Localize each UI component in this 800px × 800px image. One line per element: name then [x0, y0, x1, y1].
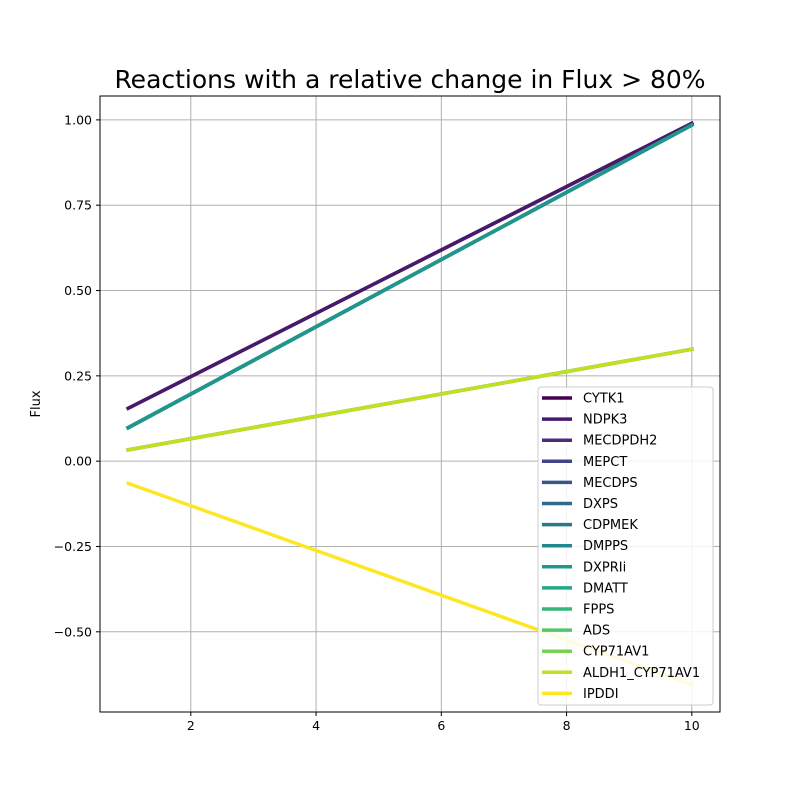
- legend-label-dmpps: DMPPS: [583, 539, 628, 554]
- legend-label-mepct: MEPCT: [583, 455, 627, 470]
- y-tick-label: 0.25: [64, 368, 92, 383]
- legend-label-ads: ADS: [583, 624, 610, 639]
- y-tick-label: 0.00: [64, 454, 92, 469]
- legend-label-ndpk3: NDPK3: [583, 413, 627, 428]
- legend-label-cdpmek: CDPMEK: [583, 518, 638, 533]
- plot-frame: [99, 95, 721, 713]
- series-line-dxprii: [125, 122, 695, 431]
- y-tick-label: 0.75: [64, 198, 92, 213]
- legend-label-aldh1-cyp71av1: ALDH1_CYP71AV1: [583, 666, 700, 681]
- legend-box: [537, 386, 714, 706]
- legend: CYTK1 NDPK3 MECDPDH2 MEPCT MECDPS DXPS CDPMEK D…: [537, 386, 714, 706]
- x-tick-label: 8: [563, 718, 571, 733]
- y-tick-label: 1.00: [64, 112, 92, 127]
- legend-label-mecdpdh2: MECDPDH2: [583, 434, 657, 449]
- x-axis-ticks: 2 4 6 8 10: [187, 712, 700, 733]
- legend-label-cyp71av1: CYP71AV1: [583, 645, 649, 660]
- legend-label-fpps: FPPS: [583, 603, 614, 618]
- legend-label-ipddi: IPDDI: [583, 687, 619, 702]
- y-axis-label: Flux: [29, 390, 44, 417]
- x-tick-label: 4: [312, 718, 320, 733]
- series-line-aldh1-cyp71av1: [126, 347, 694, 452]
- y-tick-label: −0.50: [54, 624, 92, 639]
- series-line-ndpk3: [125, 120, 695, 411]
- x-tick-label: 10: [684, 718, 700, 733]
- legend-label-dxprii: DXPRIi: [583, 560, 626, 575]
- y-axis-ticks: −0.50 −0.25 0.00 0.25 0.50 0.75 1.00: [54, 112, 100, 639]
- legend-label-cytk1: CYTK1: [583, 392, 625, 407]
- legend-label-dmatt: DMATT: [583, 581, 628, 596]
- legend-label-dxps: DXPS: [583, 497, 618, 512]
- x-tick-label: 6: [437, 718, 445, 733]
- y-tick-label: −0.25: [54, 539, 92, 554]
- legend-label-mecdps: MECDPS: [583, 476, 638, 491]
- y-tick-label: 0.50: [64, 283, 92, 298]
- legend-items: CYTK1 NDPK3 MECDPDH2 MEPCT MECDPS DXPS CDPMEK D…: [542, 392, 700, 702]
- x-tick-label: 2: [187, 718, 195, 733]
- series-layer: [125, 120, 695, 687]
- chart-title: Reactions with a relative change in Flux…: [114, 65, 705, 94]
